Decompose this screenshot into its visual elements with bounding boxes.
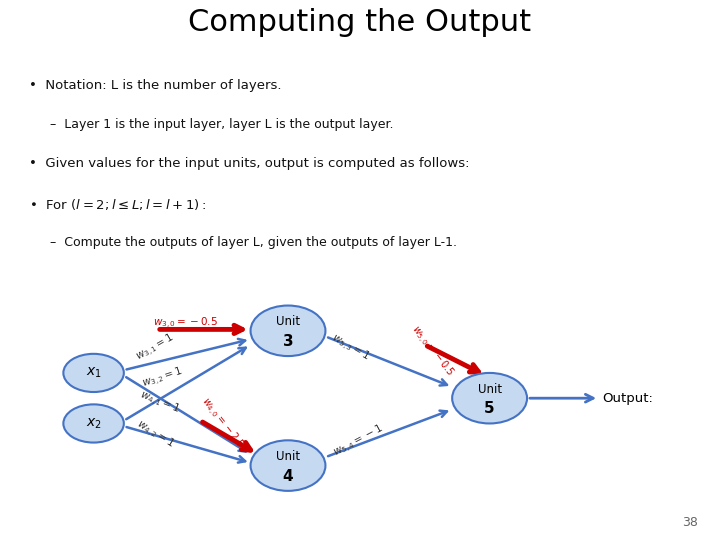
Text: •  For $(l = 2; l \leq L; l = l + 1):$: • For $(l = 2; l \leq L; l = l + 1):$ [29,197,207,212]
Text: $w_{3,2} = 1$: $w_{3,2} = 1$ [140,365,185,392]
Text: $w_{4,1} = 1$: $w_{4,1} = 1$ [137,388,181,417]
Text: $w_{3,0} = -0.5$: $w_{3,0} = -0.5$ [153,316,218,332]
Text: Unit: Unit [276,450,300,463]
Text: $w_{3,1} = 1$: $w_{3,1} = 1$ [133,330,177,365]
Text: 3: 3 [283,334,293,349]
Text: $x_1$: $x_1$ [86,366,102,380]
Ellipse shape [251,440,325,491]
Text: Unit: Unit [276,315,300,328]
Text: $w_{4,2} = 1$: $w_{4,2} = 1$ [133,417,177,453]
Text: Output:: Output: [603,392,654,404]
Ellipse shape [452,373,527,423]
Ellipse shape [251,306,325,356]
Text: –  Compute the outputs of layer L, given the outputs of layer L-1.: – Compute the outputs of layer L, given … [50,236,457,249]
Text: •  Notation: L is the number of layers.: • Notation: L is the number of layers. [29,79,282,92]
Text: Computing the Output: Computing the Output [189,9,531,37]
Text: •  Given values for the input units, output is computed as follows:: • Given values for the input units, outp… [29,157,469,170]
Text: 5: 5 [485,401,495,416]
Text: $w_{5,3} = 1$: $w_{5,3} = 1$ [328,330,372,365]
Text: $x_2$: $x_2$ [86,416,102,431]
Text: $w_{5,4} = -1$: $w_{5,4} = -1$ [331,422,387,461]
Text: Unit: Unit [477,383,502,396]
Text: –  Layer 1 is the input layer, layer L is the output layer.: – Layer 1 is the input layer, layer L is… [50,118,394,131]
Text: $w_{4,0} = -2.5$: $w_{4,0} = -2.5$ [197,395,246,452]
Ellipse shape [63,404,124,443]
Text: $w_{5,0} = -0.5$: $w_{5,0} = -0.5$ [407,323,456,381]
Text: 38: 38 [683,516,698,529]
Text: 4: 4 [283,469,293,484]
Ellipse shape [63,354,124,392]
